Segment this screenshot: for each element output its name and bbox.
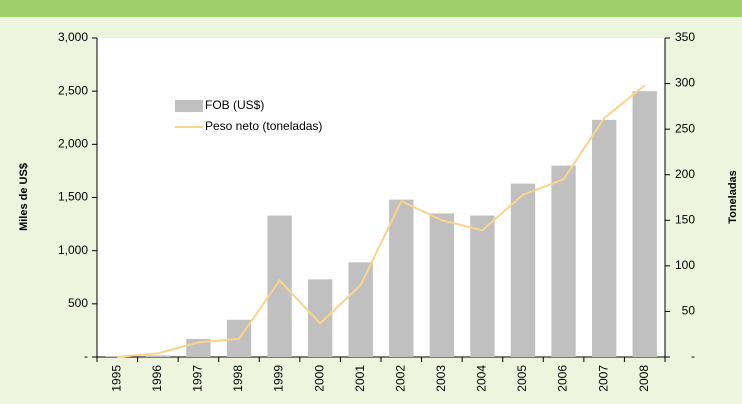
bar	[307, 279, 333, 357]
x-tick-label: 1996	[150, 365, 164, 392]
x-tick-label: 2002	[393, 365, 407, 392]
x-tick-label: 1997	[191, 365, 205, 392]
bar	[429, 213, 455, 357]
y2-tick-label: -	[691, 349, 695, 363]
x-tick-label: 2007	[596, 365, 610, 392]
x-tick-label: 2006	[556, 365, 570, 392]
y-tick-label: 2,000	[58, 137, 88, 151]
plot-area	[97, 38, 665, 357]
x-tick-label: 2005	[515, 365, 529, 392]
bar	[632, 91, 657, 358]
x-tick-label: 2001	[353, 365, 367, 392]
x-tick-label: 2000	[312, 365, 326, 392]
bar	[348, 262, 373, 357]
bar	[510, 183, 536, 357]
bar	[389, 199, 414, 357]
x-tick-label: 1995	[109, 365, 123, 392]
bar	[551, 165, 576, 357]
y-tick-label: 500	[68, 296, 88, 310]
y2-tick-label: 50	[682, 304, 696, 318]
y2-tick-label: 350	[675, 30, 695, 44]
y2-tick-label: 300	[675, 76, 695, 90]
legend-label: Peso neto (toneladas)	[205, 119, 322, 133]
line	[117, 84, 646, 358]
header-band	[0, 0, 742, 17]
y-tick-label: 1,500	[58, 190, 88, 204]
x-tick-label: 1999	[272, 365, 286, 392]
bar	[267, 215, 292, 357]
y-tick-label: 3,000	[58, 30, 88, 44]
bar	[470, 215, 495, 357]
y2-tick-label: 200	[675, 167, 695, 181]
bar	[591, 119, 617, 357]
legend-label: FOB (US$)	[205, 98, 264, 112]
y2-axis-title: Toneladas	[727, 170, 739, 224]
y-axis-title: Miles de US$	[18, 163, 30, 231]
y-tick-label: 1,000	[58, 243, 88, 257]
x-tick-label: 2003	[434, 365, 448, 392]
bar	[145, 355, 171, 357]
y2-tick-label: 150	[675, 212, 695, 226]
y2-tick-label: 250	[675, 121, 695, 135]
x-tick-label: 2004	[475, 365, 489, 392]
y-tick-label: -	[84, 349, 88, 363]
y2-tick-label: 100	[675, 258, 695, 272]
legend-swatch	[175, 100, 203, 112]
x-tick-label: 1998	[231, 365, 245, 392]
y-tick-label: 2,500	[58, 83, 88, 97]
x-tick-label: 2008	[637, 365, 651, 392]
